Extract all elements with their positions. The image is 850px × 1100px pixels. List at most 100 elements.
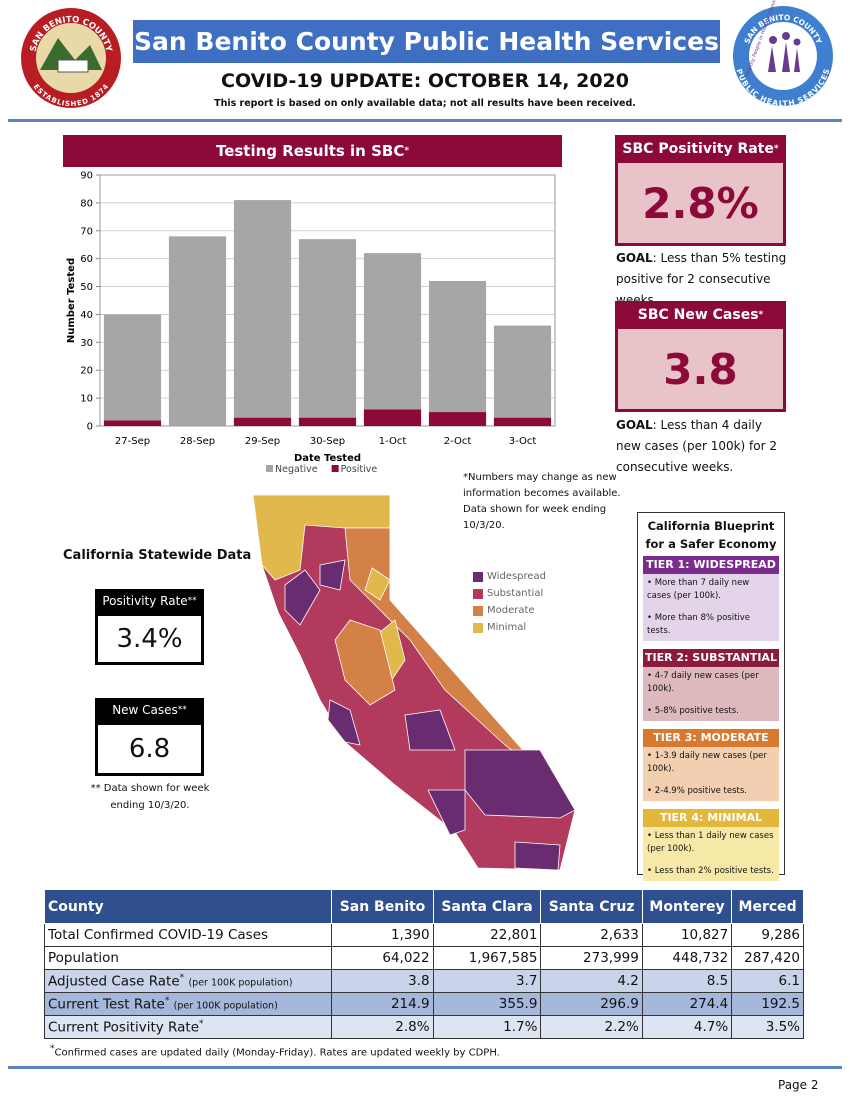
table-head: County San Benito Santa Clara Santa Cruz Mon…	[43, 889, 804, 924]
table-row: Adjusted Case Rate* (per 100K population…	[43, 969, 804, 993]
row-sublabel: (per 100K population)	[173, 1000, 278, 1012]
table-row: Population 64,022 1,967,585 273,999 448,732 2…	[43, 946, 804, 970]
bar-segment	[363, 409, 422, 426]
table-cell: 6.1	[731, 969, 804, 993]
new-cases-title-text: SBC New Cases	[637, 307, 759, 323]
bar-segment	[428, 280, 487, 413]
x-tick-label: 1-Oct	[379, 436, 407, 447]
row-label: Adjusted Case Rate	[48, 973, 180, 990]
x-tick-label: 28-Sep	[180, 436, 215, 447]
table-cell: 10,827	[641, 923, 733, 947]
map-minimal-north	[252, 494, 391, 581]
y-tick-label: 50	[80, 282, 93, 293]
map-legend-swatch	[473, 605, 483, 616]
new-cases-value: 3.8	[615, 329, 786, 412]
map-moderate-east	[344, 527, 546, 776]
goal-label: GOAL	[616, 418, 653, 432]
table-cell: 2.8%	[331, 1015, 434, 1039]
table-body: Total Confirmed COVID-19 Cases 1,390 22,80…	[43, 923, 804, 1039]
row-label-cell: Population	[43, 946, 333, 970]
table-row: Total Confirmed COVID-19 Cases 1,390 22,80…	[43, 923, 804, 947]
label-marker: **	[177, 705, 187, 715]
x-tick-label: 27-Sep	[115, 436, 150, 447]
y-tick-label: 90	[80, 171, 93, 182]
row-marker: *	[199, 1018, 204, 1029]
legend-label: Negative	[275, 464, 318, 475]
table-cell: 296.9	[540, 992, 643, 1016]
bar-segment	[103, 314, 162, 421]
y-tick-label: 40	[80, 310, 93, 321]
statewide-title: California Statewide Data	[63, 548, 252, 563]
map-legend-swatch	[473, 588, 483, 599]
footnote-text: Confirmed cases are updated daily (Monda…	[54, 1047, 500, 1059]
bar-segment	[363, 253, 422, 410]
county-table: County San Benito Santa Clara Santa Cruz Mon…	[43, 889, 804, 1039]
table-cell: 9,286	[731, 923, 804, 947]
table-cell: 2,633	[540, 923, 643, 947]
new-cases-title: SBC New Cases *	[615, 301, 786, 329]
table-cell: 287,420	[731, 946, 804, 970]
page-number: Page 2	[778, 1078, 819, 1092]
positivity-title-text: SBC Positivity Rate	[622, 141, 774, 157]
table-cell: 3.5%	[731, 1015, 804, 1039]
bar-segment	[233, 200, 292, 418]
row-label: Population	[48, 950, 119, 966]
bar-segment	[428, 412, 487, 426]
table-cell: 274.4	[641, 992, 733, 1016]
row-label: Total Confirmed COVID-19 Cases	[48, 927, 269, 943]
header-title: San Benito County Public Health Services	[133, 20, 720, 63]
y-tick-label: 60	[80, 254, 93, 265]
row-label-cell: Current Positivity Rate*	[43, 1015, 333, 1039]
tier-name: TIER 4: MINIMAL	[643, 809, 779, 827]
row-label-cell: Current Test Rate* (per 100K population)	[43, 992, 333, 1016]
positivity-marker: *	[773, 144, 779, 154]
x-axis-label: Date Tested	[294, 453, 361, 464]
y-tick-label: 0	[87, 422, 93, 433]
x-tick-label: 29-Sep	[245, 436, 280, 447]
tier-body: • More than 7 daily new cases (per 100k)…	[643, 574, 779, 641]
california-map	[252, 494, 576, 871]
header-note: This report is based on only available d…	[214, 98, 636, 109]
tier-name: TIER 1: WIDESPREAD	[643, 556, 779, 574]
map-legend-label: Substantial	[487, 588, 544, 599]
chart-title-bar: Testing Results in SBC *	[63, 135, 562, 167]
row-sublabel: (per 100K population)	[188, 977, 293, 989]
tier-body: • Less than 1 daily new cases (per 100k)…	[643, 827, 779, 881]
bar-segment	[298, 239, 357, 418]
row-marker: *	[179, 972, 185, 983]
map-widespread-north	[284, 559, 346, 626]
bar-segment	[493, 417, 552, 426]
goal-text: : Less than 4 daily new cases (per 100k)…	[616, 418, 777, 474]
blueprint-title: California Blueprint for a Safer Economy	[645, 519, 777, 551]
table-cell: 1.7%	[432, 1015, 542, 1039]
table-cell: 4.7%	[641, 1015, 733, 1039]
table-cell: 1,390	[331, 923, 434, 947]
table-cell: 214.9	[331, 992, 434, 1016]
blueprint: California Blueprint for a Safer Economy…	[637, 512, 785, 881]
map-legend-item: Minimal	[473, 622, 526, 633]
map-legend-label: Moderate	[487, 605, 535, 616]
tier: TIER 3: MODERATE • 1-3.9 daily new cases …	[643, 729, 779, 801]
tiers: TIER 1: WIDESPREAD • More than 7 daily ne…	[643, 556, 779, 881]
statewide-new-cases-value: 6.8	[95, 722, 204, 776]
bar-segment	[103, 420, 162, 426]
row-marker: *	[164, 995, 170, 1006]
table-cell: 22,801	[432, 923, 542, 947]
tier-bullet: • Less than 1 daily new cases (per 100k)…	[647, 831, 774, 854]
column-header: Santa Clara	[432, 889, 542, 924]
table-cell: 355.9	[432, 992, 542, 1016]
map-legend-item: Moderate	[473, 605, 535, 616]
table-cell: 2.2%	[540, 1015, 643, 1039]
table-cell: 3.7	[432, 969, 542, 993]
tier-name: TIER 3: MODERATE	[643, 729, 779, 747]
x-tick-label: 30-Sep	[310, 436, 345, 447]
map-legend-swatch	[473, 571, 483, 582]
bar-segment	[493, 325, 552, 418]
bar-segment	[298, 417, 357, 426]
tier: TIER 2: SUBSTANTIAL • 4-7 daily new cases…	[643, 649, 779, 721]
header-subtitle: COVID-19 UPDATE: OCTOBER 14, 2020	[221, 70, 629, 92]
table-cell: 273,999	[540, 946, 643, 970]
top-rule	[8, 119, 842, 122]
column-header: County	[43, 889, 333, 924]
table-footnote: *Confirmed cases are updated daily (Mond…	[50, 1044, 500, 1058]
